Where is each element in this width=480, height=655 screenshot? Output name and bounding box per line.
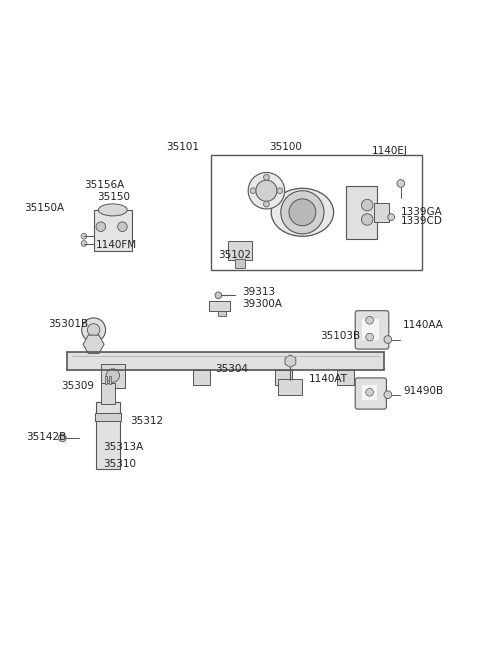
Circle shape	[250, 188, 256, 194]
Circle shape	[384, 391, 392, 398]
Bar	[94, 210, 132, 251]
Bar	[96, 402, 120, 469]
Circle shape	[366, 316, 373, 324]
Text: 1140AT: 1140AT	[309, 374, 348, 384]
Bar	[374, 202, 389, 222]
Text: 35103B: 35103B	[320, 331, 360, 341]
Bar	[101, 364, 125, 388]
Circle shape	[59, 434, 66, 441]
Bar	[209, 301, 230, 310]
Bar	[218, 310, 226, 316]
Bar	[67, 352, 384, 369]
Circle shape	[361, 214, 373, 225]
Bar	[102, 369, 119, 385]
Circle shape	[248, 172, 285, 209]
Circle shape	[96, 222, 106, 231]
Circle shape	[87, 324, 100, 336]
Bar	[346, 186, 377, 238]
Circle shape	[388, 214, 395, 221]
FancyBboxPatch shape	[355, 310, 389, 349]
Circle shape	[281, 191, 324, 234]
Bar	[193, 369, 210, 385]
Text: 35101: 35101	[166, 141, 199, 151]
Text: 1140EJ: 1140EJ	[372, 146, 408, 156]
Circle shape	[118, 222, 127, 231]
Circle shape	[277, 188, 283, 194]
Text: 1339CD: 1339CD	[401, 216, 443, 226]
Text: 35310: 35310	[103, 459, 136, 469]
Circle shape	[82, 318, 106, 342]
Circle shape	[264, 174, 269, 180]
Text: 35100: 35100	[269, 141, 301, 151]
Bar	[109, 377, 111, 384]
Ellipse shape	[98, 204, 127, 216]
Bar	[105, 377, 107, 384]
Text: 35102: 35102	[218, 250, 252, 259]
Circle shape	[361, 199, 373, 211]
Text: 35309: 35309	[61, 381, 95, 391]
Bar	[362, 385, 377, 400]
Text: 39300A: 39300A	[242, 299, 282, 309]
Bar	[228, 241, 252, 260]
Ellipse shape	[271, 188, 334, 236]
Bar	[235, 259, 245, 267]
Circle shape	[256, 180, 277, 201]
Bar	[211, 155, 422, 270]
Circle shape	[397, 179, 405, 187]
Text: 35313A: 35313A	[103, 443, 144, 453]
Text: 35312: 35312	[131, 416, 164, 426]
Text: 1140AA: 1140AA	[403, 320, 444, 330]
Bar	[278, 379, 302, 395]
Circle shape	[384, 335, 392, 343]
Bar	[362, 320, 379, 339]
Bar	[275, 369, 292, 385]
Text: 35156A: 35156A	[84, 180, 125, 190]
Bar	[101, 383, 115, 404]
Text: 35142B: 35142B	[26, 432, 66, 442]
Circle shape	[264, 201, 269, 207]
Text: 35150: 35150	[97, 192, 131, 202]
FancyBboxPatch shape	[355, 378, 386, 409]
Circle shape	[366, 333, 373, 341]
Text: 1140FM: 1140FM	[96, 240, 137, 250]
Text: 91490B: 91490B	[403, 386, 444, 396]
Circle shape	[81, 240, 87, 246]
Bar	[337, 369, 354, 385]
Circle shape	[366, 388, 373, 396]
Text: 35304: 35304	[215, 364, 248, 374]
Circle shape	[215, 292, 222, 299]
Text: 39313: 39313	[242, 287, 275, 297]
Circle shape	[106, 369, 120, 383]
Text: 1339GA: 1339GA	[401, 207, 443, 217]
Bar	[95, 413, 121, 421]
Text: 35301B: 35301B	[48, 319, 88, 329]
Circle shape	[289, 199, 316, 226]
Text: 35150A: 35150A	[24, 204, 64, 214]
Circle shape	[81, 233, 87, 239]
